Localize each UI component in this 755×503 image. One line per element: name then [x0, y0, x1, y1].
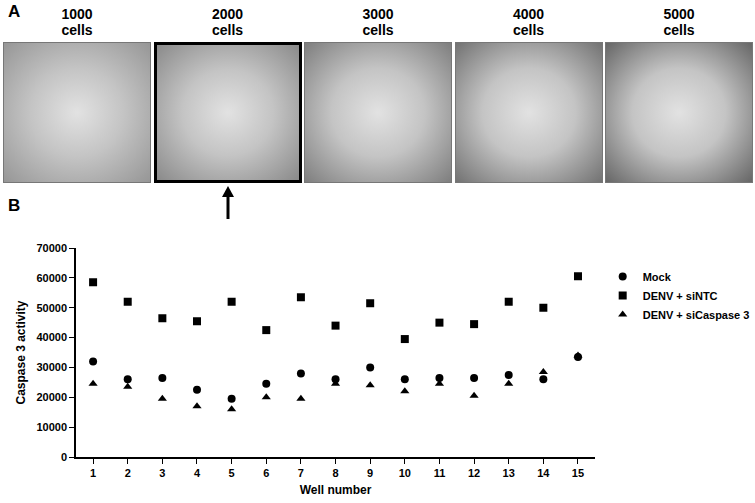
svg-text:40000: 40000 [36, 331, 67, 343]
html-text:4000: 4000 [512, 6, 545, 22]
html-text:cells: cells [211, 22, 244, 38]
svg-text:12: 12 [468, 467, 480, 479]
svg-text:20000: 20000 [36, 391, 67, 403]
svg-text:10: 10 [399, 467, 411, 479]
svg-text:13: 13 [503, 467, 515, 479]
svg-text:Mock: Mock [643, 271, 672, 283]
svg-text:7: 7 [298, 467, 304, 479]
svg-text:50000: 50000 [36, 302, 67, 314]
svg-text:DENV + siCaspase 3: DENV + siCaspase 3 [643, 309, 750, 321]
svg-text:2: 2 [125, 467, 131, 479]
svg-text:5: 5 [229, 467, 235, 479]
svg-text:60000: 60000 [36, 272, 67, 284]
svg-text:10000: 10000 [36, 421, 67, 433]
svg-text:3: 3 [159, 467, 165, 479]
svg-text:30000: 30000 [36, 361, 67, 373]
svg-text:8: 8 [332, 467, 338, 479]
html-text:1000: 1000 [61, 6, 93, 22]
svg-text:Well number: Well number [300, 483, 372, 497]
svg-text:11: 11 [434, 467, 446, 479]
html-text:2000: 2000 [211, 6, 244, 22]
svg-text:9: 9 [367, 467, 373, 479]
svg-text:DENV + siNTC: DENV + siNTC [643, 290, 718, 302]
html-text:cells: cells [663, 22, 695, 38]
html-text:3000: 3000 [362, 6, 394, 22]
svg-text:0: 0 [61, 451, 67, 463]
html-text:B: B [8, 196, 21, 215]
svg-text:1: 1 [90, 467, 96, 479]
html-text:cells: cells [362, 22, 394, 38]
html-text:A: A [8, 2, 21, 21]
svg-text:Caspase 3 activity: Caspase 3 activity [14, 300, 28, 404]
html-text:cells: cells [61, 22, 93, 38]
svg-text:6: 6 [263, 467, 269, 479]
svg-text:4: 4 [194, 467, 201, 479]
html-text:5000: 5000 [663, 6, 695, 22]
svg-text:14: 14 [537, 467, 550, 479]
html-text:cells: cells [512, 22, 545, 38]
svg-text:70000: 70000 [36, 242, 67, 254]
svg-text:15: 15 [572, 467, 584, 479]
